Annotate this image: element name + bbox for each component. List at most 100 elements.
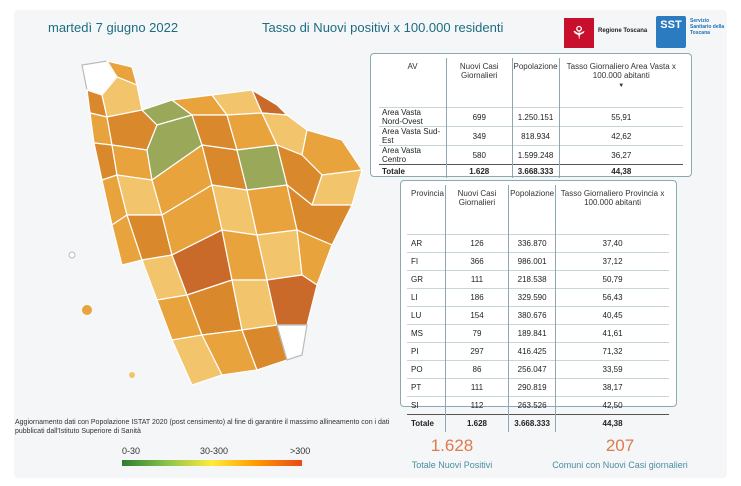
table-cell: Area Vasta Centro <box>379 145 447 165</box>
table-cell: 290.819 <box>508 378 556 397</box>
table-cell: 218.538 <box>508 270 556 289</box>
table-cell: 263.526 <box>508 396 556 415</box>
table-cell: 42,50 <box>555 396 669 415</box>
table-cell: LU <box>407 306 446 325</box>
table-cell: 699 <box>446 107 512 127</box>
table-cell: 1.599.248 <box>511 145 560 165</box>
table-cell: 40,45 <box>555 306 669 325</box>
map-region <box>276 324 308 361</box>
footnote: Aggiornamento dati con Popolazione ISTAT… <box>15 419 390 435</box>
col-av: AV <box>407 62 418 71</box>
table-cell: Area Vasta Nord-Ovest <box>379 107 447 127</box>
legend-mid-label: 30-300 <box>200 446 229 456</box>
table-cell: 1.628 <box>446 164 512 178</box>
report-date: martedì 7 giugno 2022 <box>48 20 179 35</box>
page-title: Tasso di Nuovi positivi x 100.000 reside… <box>262 20 504 35</box>
table-cell: 36,27 <box>558 145 683 165</box>
table-cell: SI <box>407 396 446 415</box>
table-cell: 380.676 <box>508 306 556 325</box>
table-cell: GR <box>407 270 446 289</box>
table-cell: 818.934 <box>511 126 560 146</box>
table-cell: 1.628 <box>444 414 509 432</box>
col-provincia: Provincia <box>411 189 444 198</box>
table-cell: 154 <box>444 306 509 325</box>
table-cell: 297 <box>444 342 509 361</box>
table-cell: 41,61 <box>555 324 669 343</box>
table-cell: 111 <box>444 378 509 397</box>
table-cell: PT <box>407 378 446 397</box>
table-cell: 366 <box>444 252 509 271</box>
legend-low-label: 0-30 <box>122 446 141 456</box>
island-capraia <box>68 251 76 259</box>
table-cell: 42,62 <box>558 126 683 146</box>
pegasus-icon: ⚘ <box>564 18 594 48</box>
table-cell: 126 <box>444 234 509 253</box>
table-cell: 986.001 <box>508 252 556 271</box>
table-row: Area Vasta Nord-Ovest 699 1.250.151 55,9… <box>379 107 683 127</box>
table-cell: Area Vasta Sud-Est <box>379 126 447 146</box>
table-cell: MS <box>407 324 446 343</box>
map-region <box>286 183 353 246</box>
sort-desc-icon[interactable]: ▼ <box>618 83 625 89</box>
legend-high-label: >300 <box>290 446 311 456</box>
table-row: Area Vasta Sud-Est 349 818.934 42,62 <box>379 126 683 146</box>
table-cell: 71,32 <box>555 342 669 361</box>
table-row: LI 186 329.590 56,43 <box>407 288 669 307</box>
table-cell: 1.250.151 <box>511 107 560 127</box>
sst-logo: SST Servizio Sanitario della Toscana <box>656 16 726 50</box>
province-table: Provincia Nuovi Casi Giornalieri Popolaz… <box>400 180 677 432</box>
table-cell: 349 <box>446 126 512 146</box>
table-row: AR 126 336.870 37,40 <box>407 234 669 253</box>
table-cell: 112 <box>444 396 509 415</box>
table-row: Area Vasta Centro 580 1.599.248 36,27 <box>379 145 683 165</box>
table-row: FI 366 986.001 37,12 <box>407 252 669 271</box>
map-region <box>266 274 318 326</box>
table-cell: 186 <box>444 288 509 307</box>
table-row: LU 154 380.676 40,45 <box>407 306 669 325</box>
table-cell: 44,38 <box>558 164 683 178</box>
col-popolazione: Popolazione <box>508 185 556 235</box>
table-cell: 37,40 <box>555 234 669 253</box>
col-nuovi-casi: Nuovi Casi Giornalieri <box>446 58 512 108</box>
table-cell: 3.668.333 <box>508 414 556 432</box>
table-cell: Totale <box>379 164 447 178</box>
table-cell: PI <box>407 342 446 361</box>
table-cell: 50,79 <box>555 270 669 289</box>
kpi-label: Comuni con Nuovi Casi giornalieri <box>552 460 688 470</box>
table-row: SI 112 263.526 42,50 <box>407 396 669 415</box>
table-cell: AR <box>407 234 446 253</box>
color-legend: 0-30 30-300 >300 <box>118 446 311 472</box>
regione-toscana-logo: ⚘ Regione Toscana <box>564 18 654 48</box>
table-total-row: Totale 1.628 3.668.333 44,38 <box>379 164 683 178</box>
table-cell: 79 <box>444 324 509 343</box>
table-cell: 336.870 <box>508 234 556 253</box>
table-cell: 33,59 <box>555 360 669 379</box>
table-cell: Totale <box>407 414 446 432</box>
table-cell: 111 <box>444 270 509 289</box>
table-cell: LI <box>407 288 446 307</box>
area-vasta-table: AV Nuovi Casi Giornalieri Popolazione Ta… <box>370 53 692 178</box>
table-total-row: Totale 1.628 3.668.333 44,38 <box>407 414 669 432</box>
table-cell: PO <box>407 360 446 379</box>
table-cell: 189.841 <box>508 324 556 343</box>
table-row: MS 79 189.841 41,61 <box>407 324 669 343</box>
col-tasso[interactable]: Tasso Giornaliero Area Vasta x 100.000 a… <box>558 58 683 108</box>
table-row: PI 297 416.425 71,32 <box>407 342 669 361</box>
island-giglio <box>129 372 135 378</box>
kpi-value: 1.628 <box>430 436 474 455</box>
kpi-comuni: 207 Comuni con Nuovi Casi giornalieri <box>540 436 700 470</box>
kpi-value: 207 <box>605 436 635 455</box>
kpi-total-positives: 1.628 Totale Nuovi Positivi <box>392 436 512 470</box>
table-cell: 55,91 <box>558 107 683 127</box>
table-cell: 329.590 <box>508 288 556 307</box>
table-cell: 56,43 <box>555 288 669 307</box>
table-cell: FI <box>407 252 446 271</box>
col-nuovi-casi: Nuovi Casi Giornalieri <box>444 185 509 235</box>
kpi-label: Totale Nuovi Positivi <box>411 460 493 470</box>
table-row: PT 111 290.819 38,17 <box>407 378 669 397</box>
table-cell: 3.668.333 <box>511 164 560 178</box>
col-tasso: Tasso Giornaliero Provincia x 100.000 ab… <box>555 185 669 235</box>
legend-gradient-bar <box>122 460 302 466</box>
table-cell: 86 <box>444 360 509 379</box>
table-cell: 256.047 <box>508 360 556 379</box>
